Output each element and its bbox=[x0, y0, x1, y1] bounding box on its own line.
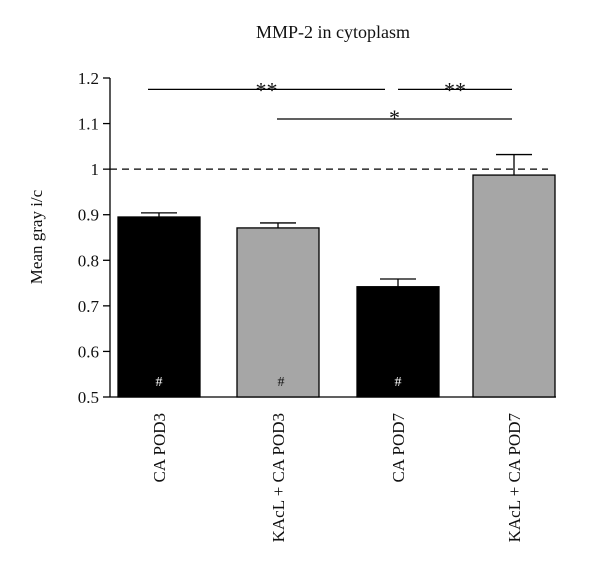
y-tick-label: 0.9 bbox=[78, 206, 99, 225]
bar bbox=[117, 216, 201, 398]
y-tick-label: 0.7 bbox=[78, 297, 100, 316]
y-tick-label: 0.8 bbox=[78, 251, 99, 270]
x-tick-label: KAcL + CA POD3 bbox=[269, 413, 288, 542]
y-tick-label: 1 bbox=[91, 160, 100, 179]
significance-label: ** bbox=[444, 77, 466, 102]
significance-annotations: ** *** bbox=[148, 77, 512, 130]
significance-label: ** bbox=[256, 77, 278, 102]
x-tick-label: KAcL + CA POD7 bbox=[505, 413, 524, 543]
y-tick-label: 0.6 bbox=[78, 342, 99, 361]
y-tick-label: 1.1 bbox=[78, 115, 99, 134]
bar-mark: # bbox=[156, 375, 163, 390]
y-tick-label: 0.5 bbox=[78, 388, 99, 407]
x-tick-label: CA POD7 bbox=[389, 413, 408, 483]
bar bbox=[236, 227, 320, 398]
x-tick-label: CA POD3 bbox=[150, 413, 169, 482]
x-tick-labels: CA POD3 KAcL + CA POD3 CA POD7 KAcL + CA PO… bbox=[150, 413, 524, 543]
y-axis-label: Mean gray i/c bbox=[27, 189, 46, 284]
bar bbox=[472, 174, 556, 398]
bar bbox=[356, 286, 440, 398]
bar-mark: # bbox=[278, 375, 285, 390]
bar-mark: # bbox=[395, 375, 402, 390]
chart-title: MMP-2 in cytoplasm bbox=[256, 22, 410, 42]
bars: # # # bbox=[117, 153, 556, 398]
significance-label: * bbox=[389, 105, 400, 130]
y-tick-label: 1.2 bbox=[78, 69, 99, 88]
